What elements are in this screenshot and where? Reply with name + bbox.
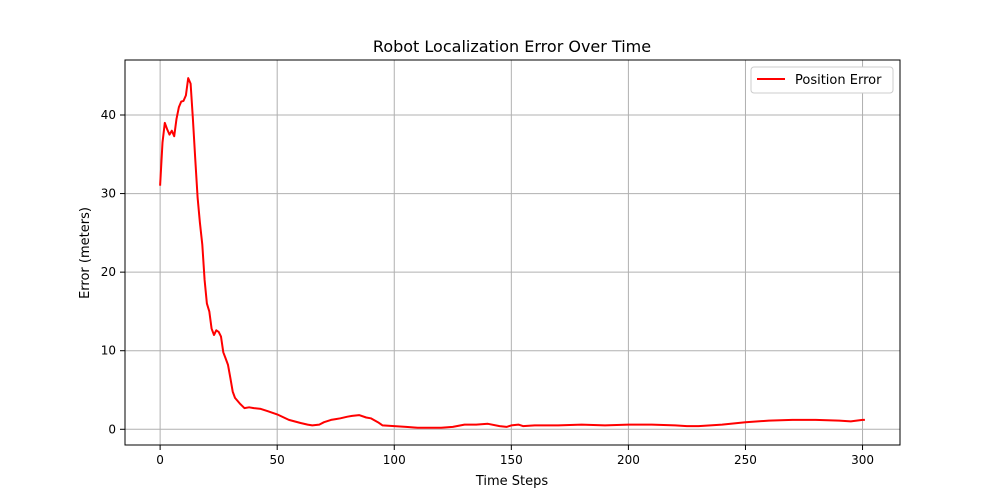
x-tick-label: 0 xyxy=(156,453,164,467)
x-axis-label: Time Steps xyxy=(475,474,549,489)
y-tick-label: 30 xyxy=(101,187,116,201)
axis-ticks: 0 50 100 150 200 250 300 0 10 20 30 40 xyxy=(101,108,874,467)
y-tick-label: 20 xyxy=(101,265,116,279)
series-lines xyxy=(159,77,865,429)
legend-label-position-error: Position Error xyxy=(795,73,882,88)
y-tick-label: 10 xyxy=(101,344,116,358)
series-line-position-error xyxy=(159,77,865,429)
x-tick-label: 200 xyxy=(617,453,640,467)
chart-title: Robot Localization Error Over Time xyxy=(373,37,651,56)
x-tick-label: 300 xyxy=(851,453,874,467)
legend-box xyxy=(750,66,894,94)
x-tick-label: 250 xyxy=(734,453,757,467)
legend: Position Error xyxy=(750,66,894,94)
x-tick-label: 50 xyxy=(270,453,285,467)
grid-lines xyxy=(125,60,900,445)
y-tick-label: 40 xyxy=(101,108,116,122)
x-tick-label: 100 xyxy=(383,453,406,467)
plot-frame xyxy=(124,59,901,446)
y-axis-label: Error (meters) xyxy=(78,207,93,299)
y-tick-label: 0 xyxy=(108,422,116,436)
x-tick-label: 150 xyxy=(500,453,523,467)
